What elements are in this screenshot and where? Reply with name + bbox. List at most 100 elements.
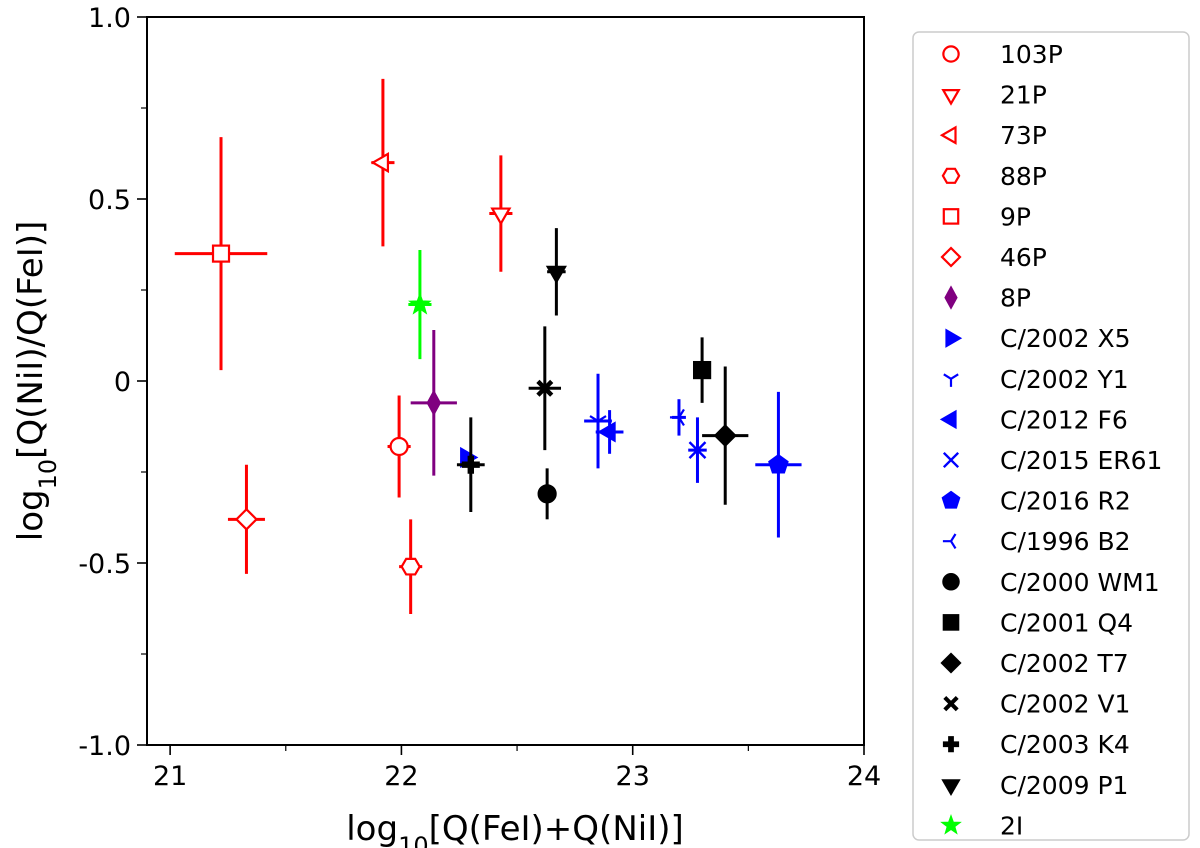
legend-marker [942, 45, 960, 63]
legend-marker [942, 573, 960, 591]
y-tick-label: 0 [114, 367, 131, 398]
data-point-c-2003-k4 [456, 417, 485, 513]
legend-label: C/2002 X5 [1000, 324, 1130, 353]
legend-item-88p: 88P [941, 162, 1047, 191]
marker-46p [234, 507, 259, 531]
marker-c-2012-f6 [597, 421, 616, 443]
legend-label: 73P [1000, 121, 1047, 150]
legend-label: 8P [1000, 284, 1031, 313]
y-tick-label: -0.5 [78, 549, 131, 580]
legend-label: C/2016 R2 [1000, 487, 1131, 516]
data-point-c-2002-y1 [584, 373, 612, 469]
marker-c-2002-t7 [713, 424, 737, 448]
legend-label: 2I [1000, 811, 1023, 840]
legend-label: 103P [1000, 40, 1063, 69]
legend-label: 46P [1000, 243, 1047, 272]
legend-item-c-2002-x5: C/2002 X5 [945, 324, 1130, 353]
data-point-8p [410, 330, 457, 476]
legend-item-c-2012-f6: C/2012 F6 [939, 405, 1128, 434]
legend-marker [940, 814, 962, 835]
legend-marker [943, 373, 959, 387]
marker-c-2015-er61 [688, 441, 707, 460]
legend-marker [940, 652, 962, 674]
marker-c-2002-y1 [589, 415, 607, 431]
legend-marker [939, 409, 957, 430]
legend-label: C/2002 V1 [1000, 690, 1130, 719]
legend-marker [940, 246, 962, 268]
legend-marker [945, 328, 963, 348]
x-tick-label: 21 [153, 761, 187, 792]
legend-item-c-2001-q4: C/2001 Q4 [942, 608, 1133, 637]
marker-c-2016-r2 [768, 453, 789, 474]
legend-item-46p: 46P [940, 243, 1047, 272]
data-point-c-2016-r2 [755, 391, 802, 538]
legend-label: C/2015 ER61 [1000, 446, 1162, 475]
legend-marker [942, 533, 957, 549]
marker-c-2001-q4 [692, 360, 712, 380]
data-point-103p [387, 395, 411, 498]
plot-area [146, 16, 865, 746]
marker-c-1996-b2 [669, 408, 685, 426]
legend-marker [941, 88, 961, 106]
legend-label: 88P [1000, 162, 1047, 191]
legend-label: C/2001 Q4 [1000, 608, 1133, 637]
data-point-2i [408, 249, 432, 360]
legend-item-c-2002-v1: C/2002 V1 [943, 690, 1130, 719]
data-point-c-2002-v1 [528, 326, 562, 451]
x-tick-label: 22 [384, 761, 418, 792]
legend-item-c-2015-er61: C/2015 ER61 [942, 446, 1162, 475]
legend-item-c-2003-k4: C/2003 K4 [942, 730, 1130, 759]
marker-c-2009-p1 [545, 265, 567, 285]
legend-label: C/2002 Y1 [1000, 365, 1129, 394]
legend-marker [944, 285, 958, 310]
marker-8p [426, 389, 442, 417]
legend-item-c-2002-t7: C/2002 T7 [940, 649, 1129, 678]
legend-label: 21P [1000, 81, 1047, 110]
legend-label: C/2000 WM1 [1000, 568, 1160, 597]
marker-c-2002-v1 [536, 379, 554, 397]
legend-item-9p: 9P [942, 202, 1031, 231]
legend-item-8p: 8P [944, 284, 1031, 313]
legend-marker [939, 125, 957, 145]
data-point-c-2009-p1 [545, 228, 567, 316]
legend-marker [942, 451, 960, 469]
legend-item-c-1996-b2: C/1996 B2 [942, 527, 1131, 556]
legend-label: C/2002 T7 [1000, 649, 1129, 678]
marker-21p [490, 207, 512, 226]
y-axis: -1.0 -0.5 0 0.5 1.0 [78, 3, 147, 762]
legend-marker [942, 208, 960, 225]
data-point-9p [174, 137, 268, 371]
marker-2i [408, 292, 432, 315]
legend-label: 9P [1000, 202, 1031, 231]
legend-marker [942, 614, 960, 631]
data-point-73p [370, 78, 395, 247]
legend-item-c-2009-p1: C/2009 P1 [941, 771, 1128, 800]
legend: 103P 21P 73P 88P 9P 46P 8P C/2002 X5 C/2002 Y1 C/… [912, 31, 1190, 841]
data-point-46p [227, 464, 265, 574]
x-axis-label: log10[Q(FeI)+Q(NiI)] [346, 809, 684, 848]
legend-marker [942, 736, 960, 753]
data-point-c-2015-er61 [688, 417, 707, 483]
legend-marker [941, 779, 961, 797]
marker-73p [370, 152, 390, 174]
legend-item-c-2000-wm1: C/2000 WM1 [942, 568, 1160, 597]
data-point-c-2000-wm1 [537, 468, 557, 520]
data-point-c-2012-f6 [595, 410, 624, 454]
data-point-c-2001-q4 [692, 337, 712, 403]
x-axis: 21 22 23 24 [153, 745, 881, 792]
data-point-c-2002-t7 [702, 366, 749, 505]
data-point-88p [399, 519, 423, 614]
legend-item-21p: 21P [941, 81, 1047, 110]
x-tick-label: 24 [847, 761, 881, 792]
legend-item-c-2002-y1: C/2002 Y1 [943, 365, 1129, 394]
data-point-c-1996-b2 [669, 399, 686, 436]
legend-item-2i: 2I [940, 811, 1023, 840]
legend-marker [941, 167, 961, 184]
marker-103p [389, 436, 409, 457]
marker-9p [211, 244, 231, 263]
legend-item-103p: 103P [942, 40, 1063, 69]
legend-label: C/2009 P1 [1000, 771, 1128, 800]
legend-item-c-2016-r2: C/2016 R2 [941, 487, 1131, 516]
legend-marker [941, 490, 961, 509]
legend-label: C/2003 K4 [1000, 730, 1130, 759]
